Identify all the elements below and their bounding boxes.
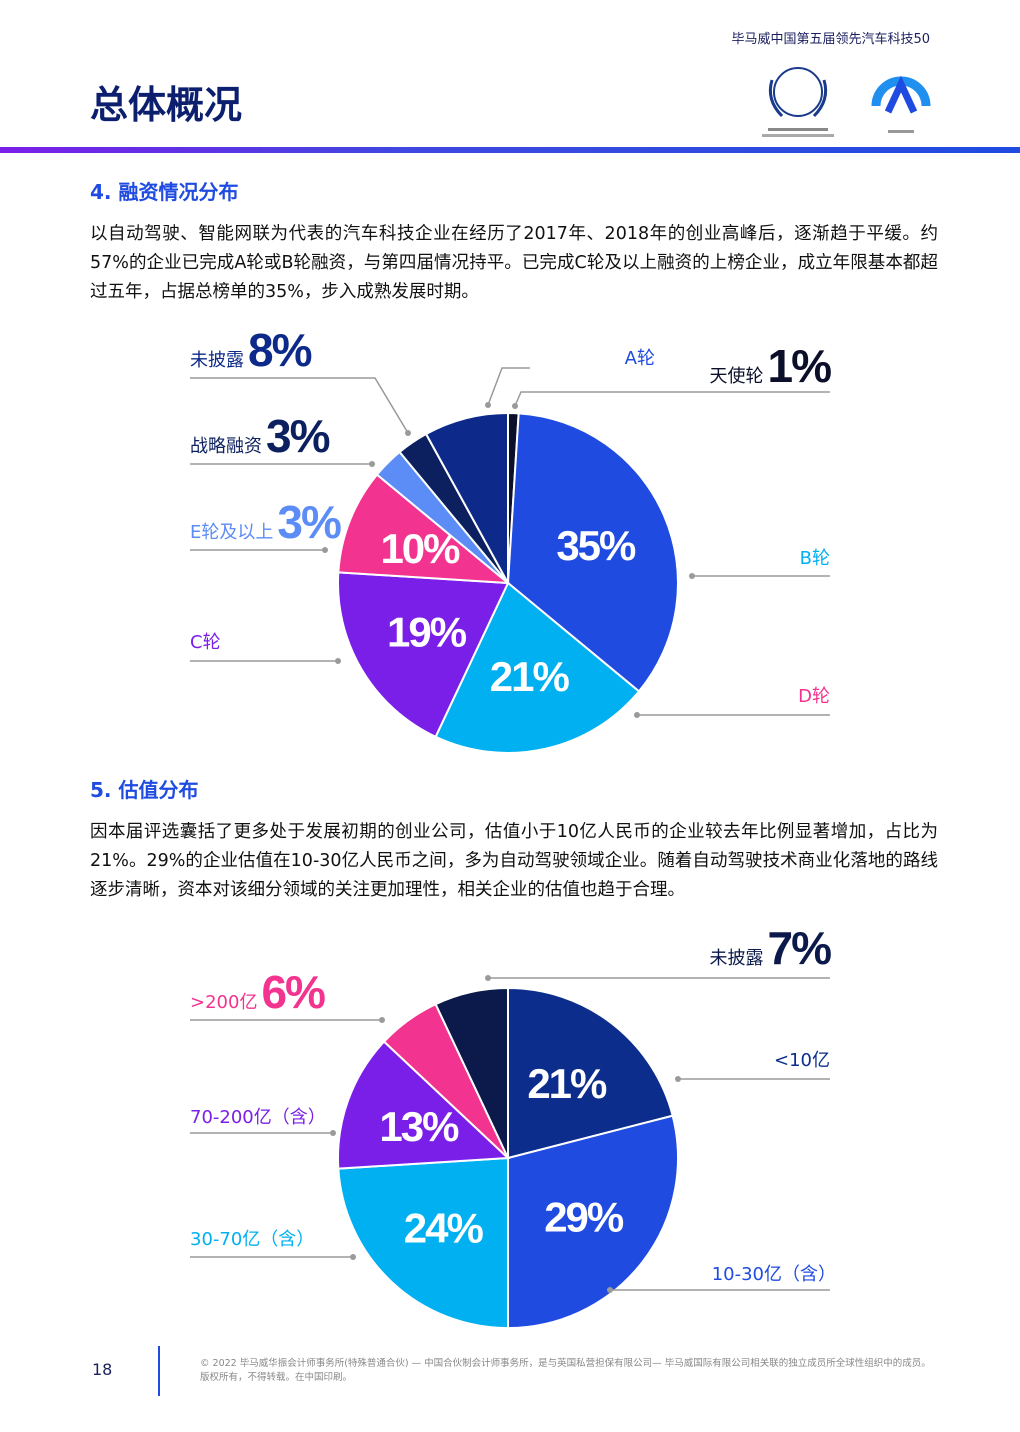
pie-slice: [507, 986, 674, 1160]
pie-slice: [434, 581, 641, 754]
leader-dot: [369, 461, 375, 467]
value-label: 35%: [556, 522, 636, 569]
slice-label: 未披露7%: [710, 922, 832, 974]
category-name: C轮: [190, 632, 221, 653]
slice-label: 天使轮1%: [710, 340, 832, 392]
pie-slice: [337, 571, 510, 739]
value-label: 13%: [379, 1103, 459, 1150]
slice-label: C轮: [190, 632, 221, 653]
pie-slice: [424, 411, 509, 584]
leader-dot: [485, 975, 491, 981]
leader-line: [487, 367, 530, 406]
leader-line: [190, 377, 409, 434]
top-note: 毕马威中国第五届领先汽车科技50: [731, 32, 930, 47]
slice-label: A轮: [625, 348, 655, 369]
slice-label: 10-30亿（含）: [712, 1264, 836, 1285]
slice-label: 未披露8%: [190, 324, 312, 376]
header-bar: [0, 147, 1020, 153]
category-name: 70-200亿（含）: [190, 1107, 326, 1128]
logo-a: [871, 75, 931, 133]
leader-dot: [330, 1130, 336, 1136]
category-name: D轮: [798, 686, 830, 707]
category-name: <10亿: [774, 1050, 830, 1071]
pie-slice: [434, 986, 509, 1159]
category-name: 30-70亿（含）: [190, 1229, 314, 1250]
leader-line: [514, 391, 830, 407]
slice-label: B轮: [800, 548, 830, 569]
category-name: A轮: [625, 348, 655, 369]
leader-dot: [335, 658, 341, 664]
section-heading: 4. 融资情况分布: [90, 180, 239, 204]
category-name: 未披露: [190, 350, 244, 371]
paragraph: 因本届评选囊括了更多处于发展初期的创业公司，估值小于10亿人民币的企业较去年比例…: [90, 822, 938, 900]
value-label: 19%: [387, 608, 467, 655]
slice-label: 70-200亿（含）: [190, 1107, 326, 1128]
pie-slice: [337, 1040, 511, 1170]
category-name: 未披露: [710, 948, 764, 969]
value-label: 21%: [527, 1060, 607, 1107]
leader-dot: [607, 1287, 613, 1293]
category-name: >200亿: [190, 992, 257, 1013]
leader-dot: [512, 403, 518, 409]
slice-label: 战略融资3%: [190, 410, 330, 462]
value-label: 1%: [768, 340, 832, 392]
leader-dot: [689, 573, 695, 579]
slice-label: D轮: [798, 686, 830, 707]
category-name: 战略融资: [190, 436, 262, 457]
divider: [158, 1346, 160, 1396]
value-label: 8%: [248, 324, 312, 376]
leader-dot: [405, 430, 411, 436]
slice-label: <10亿: [774, 1050, 830, 1071]
paragraph: 以自动驾驶、智能网联为代表的汽车科技企业在经历了2017年、2018年的创业高峰…: [90, 224, 938, 302]
leader-dot: [675, 1076, 681, 1082]
section-heading: 5. 估值分布: [90, 778, 199, 802]
copyright: © 2022 毕马威华振会计师事务所(特殊普通合伙) — 中国合伙制会计师事务所…: [200, 1358, 931, 1383]
value-label: 24%: [404, 1204, 484, 1251]
leader-dot: [485, 402, 491, 408]
page-number: 18: [92, 1360, 113, 1379]
pie-slice: [507, 1114, 680, 1330]
value-label: 6%: [261, 966, 325, 1018]
leader-dot: [634, 712, 640, 718]
slice-label: 30-70亿（含）: [190, 1229, 314, 1250]
slice-label: E轮及以上3%: [190, 496, 341, 548]
value-label: 29%: [544, 1193, 624, 1240]
slice-label: >200亿6%: [190, 966, 325, 1018]
page-title: 总体概况: [90, 83, 243, 127]
category-name: B轮: [800, 548, 830, 569]
category-name: 天使轮: [710, 366, 764, 387]
pie-slice: [337, 473, 512, 585]
leader-dot: [350, 1254, 356, 1260]
leader-dot: [322, 547, 328, 553]
value-label: 3%: [266, 410, 330, 462]
pie-slice: [506, 412, 679, 693]
value-label: 21%: [490, 653, 570, 700]
value-label: 7%: [768, 922, 832, 974]
category-name: E轮及以上: [190, 522, 273, 543]
pie-slice: [337, 1156, 509, 1330]
value-label: 3%: [277, 496, 341, 548]
leader-dot: [379, 1017, 385, 1023]
logo-laurel: [762, 67, 834, 137]
category-name: 10-30亿（含）: [712, 1264, 836, 1285]
